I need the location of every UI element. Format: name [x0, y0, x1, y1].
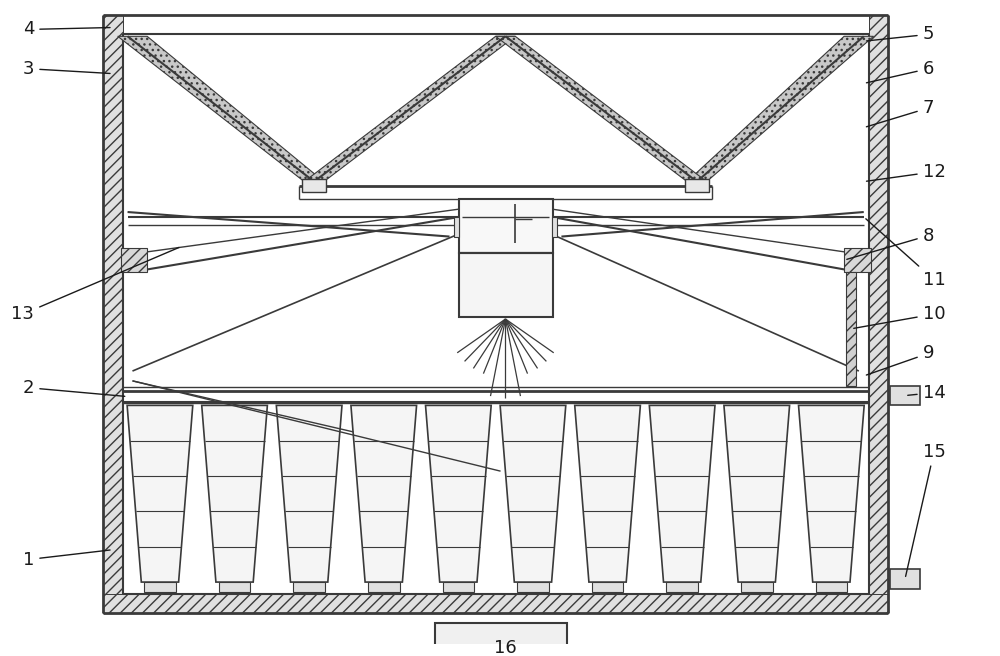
- Bar: [552, 217, 557, 237]
- Text: 11: 11: [866, 219, 945, 289]
- Polygon shape: [426, 405, 491, 582]
- Polygon shape: [724, 405, 790, 582]
- Polygon shape: [304, 36, 515, 182]
- Polygon shape: [687, 36, 874, 182]
- Polygon shape: [351, 405, 417, 582]
- Bar: [443, 582, 474, 592]
- Bar: [219, 582, 250, 592]
- Bar: [741, 582, 773, 592]
- Polygon shape: [649, 405, 715, 582]
- Polygon shape: [496, 36, 707, 182]
- Text: 13: 13: [11, 247, 179, 323]
- Polygon shape: [276, 405, 342, 582]
- Text: 14: 14: [908, 384, 946, 401]
- Bar: [592, 582, 623, 592]
- Polygon shape: [799, 405, 864, 582]
- Polygon shape: [575, 405, 640, 582]
- Bar: [816, 582, 847, 592]
- Text: 12: 12: [867, 163, 946, 181]
- Text: 9: 9: [866, 344, 934, 375]
- Text: 8: 8: [847, 226, 934, 259]
- Bar: [459, 199, 553, 253]
- Polygon shape: [118, 36, 324, 182]
- Polygon shape: [869, 14, 888, 613]
- Bar: [890, 386, 920, 405]
- Bar: [293, 582, 325, 592]
- Text: 3: 3: [23, 60, 110, 77]
- Bar: [435, 623, 567, 648]
- Bar: [666, 582, 698, 592]
- Bar: [454, 217, 459, 237]
- Text: 2: 2: [23, 379, 125, 397]
- Polygon shape: [121, 249, 147, 272]
- Polygon shape: [127, 405, 193, 582]
- Text: 6: 6: [866, 60, 934, 83]
- Polygon shape: [202, 405, 267, 582]
- Text: 7: 7: [866, 99, 934, 127]
- Text: 4: 4: [23, 20, 110, 39]
- Bar: [459, 253, 553, 317]
- Text: 1: 1: [23, 550, 110, 569]
- Text: 16: 16: [494, 639, 517, 656]
- Polygon shape: [500, 405, 566, 582]
- Bar: [890, 569, 920, 589]
- Polygon shape: [846, 272, 856, 386]
- Bar: [144, 582, 176, 592]
- Bar: [368, 582, 400, 592]
- Text: 5: 5: [867, 26, 934, 43]
- Polygon shape: [103, 14, 123, 613]
- Text: 15: 15: [906, 443, 946, 577]
- Bar: [685, 178, 709, 192]
- Polygon shape: [844, 249, 871, 272]
- Polygon shape: [103, 594, 888, 613]
- Bar: [517, 582, 549, 592]
- Bar: [302, 178, 326, 192]
- Text: 10: 10: [854, 305, 945, 329]
